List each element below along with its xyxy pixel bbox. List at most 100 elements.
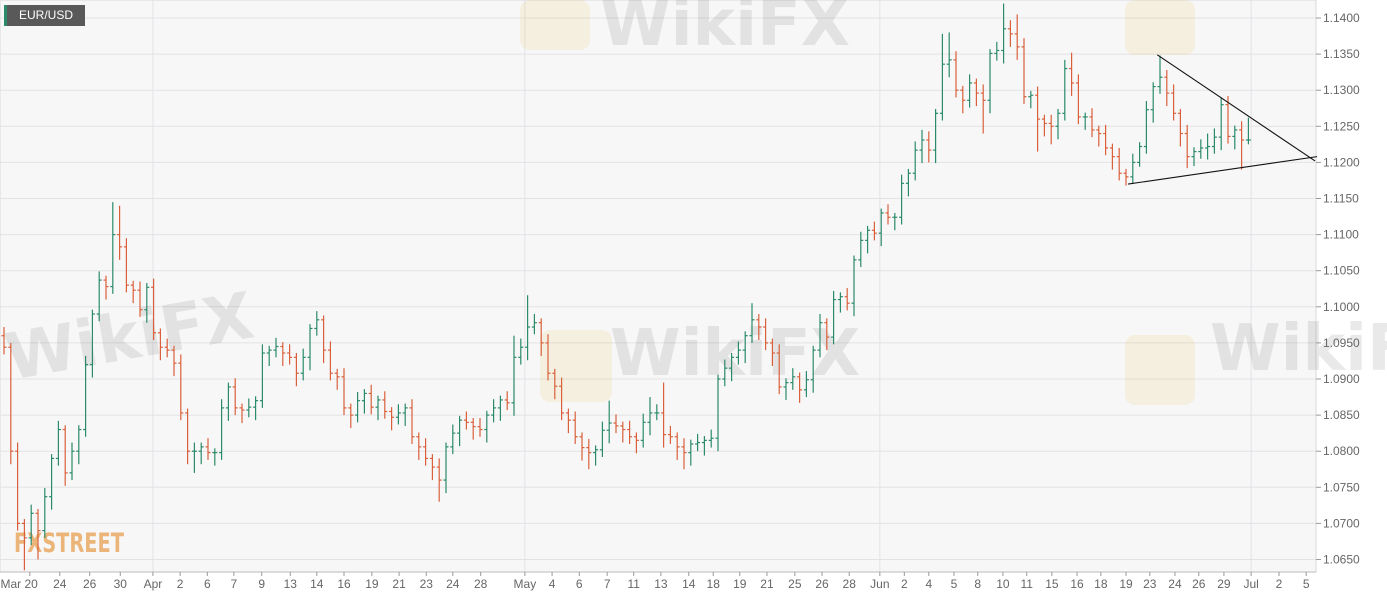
ohlc-bar — [191, 442, 197, 473]
y-axis: 1.0650 1.0700 1.0750 1.0800 1.0850 1.0900 1.09… — [1316, 11, 1360, 567]
x-tick-label: 19 — [733, 577, 747, 591]
y-tick-label: 1.0750 — [1323, 480, 1360, 494]
x-tick-label: 2 — [177, 577, 184, 591]
ohlc-bar — [572, 411, 578, 444]
ohlc-bar — [878, 208, 884, 247]
ohlc-bar — [470, 417, 476, 440]
fxstreet-logo: FXSTREET — [14, 528, 124, 559]
x-tick-label: 28 — [474, 577, 488, 591]
ohlc-bar — [368, 384, 374, 415]
ohlc-bar — [511, 335, 517, 416]
ohlc-bar — [348, 403, 354, 429]
ohlc-bar — [110, 202, 116, 294]
ohlc-bar — [491, 399, 497, 423]
ohlc-bar — [552, 368, 558, 400]
x-tick-label: 15 — [1045, 577, 1059, 591]
ohlc-bar — [953, 51, 959, 98]
ohlc-bar — [1116, 147, 1122, 181]
ohlc-bar — [1021, 38, 1027, 104]
ohlc-bar — [477, 417, 483, 437]
ohlc-bar — [123, 238, 129, 293]
ohlc-bar — [606, 400, 612, 444]
ohlc-bar — [164, 338, 170, 358]
ohlc-bar — [708, 429, 714, 448]
ohlc-bar — [586, 438, 592, 470]
wikifx-logo-icon — [1125, 335, 1195, 405]
ohlc-bar — [55, 420, 61, 466]
ohlc-bar — [735, 341, 741, 365]
x-tick-label: Jun — [870, 577, 889, 591]
ohlc-bar — [314, 311, 320, 336]
ohlc-bar — [287, 344, 293, 365]
x-tick-label: Mar 20 — [0, 577, 38, 591]
x-tick-label: Jul — [1243, 577, 1258, 591]
ohlc-bar — [1164, 69, 1170, 107]
ohlc-bar — [334, 368, 340, 390]
ohlc-bar — [89, 309, 95, 378]
trendlines — [1127, 54, 1318, 185]
ohlc-bar — [402, 403, 408, 426]
ohlc-bar — [137, 281, 143, 317]
ohlc-bar — [497, 395, 503, 421]
ohlc-bar — [429, 454, 435, 481]
ohlc-bar — [1198, 139, 1204, 159]
x-tick-label: 28 — [843, 577, 857, 591]
ohlc-bar — [946, 32, 952, 78]
ohlc-bar — [28, 504, 34, 546]
x-tick-label: 26 — [815, 577, 829, 591]
x-tick-label: 30 — [114, 577, 128, 591]
x-tick-label: 7 — [230, 577, 237, 591]
ohlc-bar — [538, 318, 544, 356]
y-tick-label: 1.0850 — [1323, 408, 1360, 422]
ohlc-bar — [130, 280, 136, 304]
x-tick-label: 2 — [901, 577, 908, 591]
x-tick-label: 6 — [576, 577, 583, 591]
ohlc-bar — [259, 344, 265, 408]
ohlc-bar — [1211, 128, 1217, 154]
x-tick-label: 11 — [1020, 577, 1033, 591]
x-tick-label: 2 — [1276, 577, 1283, 591]
ohlc-bar — [1239, 121, 1245, 170]
ohlc-bar — [389, 407, 395, 431]
ohlc-bar — [21, 519, 27, 571]
ohlc-bar — [518, 338, 524, 365]
x-tick-label: 21 — [760, 577, 774, 591]
symbol-label: EUR/USD — [4, 5, 85, 26]
x-tick-label: 14 — [682, 577, 696, 591]
ohlc-bar — [1, 327, 7, 355]
y-tick-label: 1.1150 — [1323, 192, 1359, 206]
wikifx-logo-icon — [1125, 0, 1195, 55]
y-tick-label: 1.1200 — [1323, 155, 1360, 169]
plot-area — [0, 0, 1317, 573]
ohlc-bar — [273, 337, 279, 358]
ohlc-bar — [756, 314, 762, 341]
ohlc-bar — [899, 174, 905, 225]
ohlc-bar — [565, 408, 571, 434]
ohlc-bar — [871, 221, 877, 241]
ohlc-bar — [1130, 153, 1136, 185]
ohlc-bar — [1075, 74, 1081, 125]
ohlc-bar — [1137, 142, 1143, 167]
ohlc-bar — [76, 425, 82, 465]
ohlc-bar — [960, 85, 966, 114]
ohlc-bar — [253, 396, 259, 421]
y-tick-label: 1.1350 — [1323, 47, 1360, 61]
ohlc-bar — [593, 445, 599, 466]
ohlc-bar — [239, 403, 245, 424]
ohlc-bar — [647, 397, 653, 436]
y-tick-label: 1.0950 — [1323, 336, 1360, 350]
ohlc-bar — [769, 338, 775, 367]
ohlc-bar — [49, 454, 55, 510]
x-tick-label: 24 — [1168, 577, 1182, 591]
ohlc-bar — [185, 408, 191, 465]
ohlc-bar — [225, 382, 231, 421]
ohlc-bar — [1055, 108, 1061, 140]
ohlc-bar — [1109, 143, 1115, 170]
ohlc-bar — [443, 442, 449, 494]
x-tick-label: 10 — [996, 577, 1010, 591]
ohlc-bar — [205, 438, 211, 460]
ohlc-bar — [35, 508, 41, 560]
ohlc-bar — [640, 413, 646, 448]
ohlc-bar — [824, 318, 830, 351]
ohlc-bar — [1089, 108, 1095, 138]
